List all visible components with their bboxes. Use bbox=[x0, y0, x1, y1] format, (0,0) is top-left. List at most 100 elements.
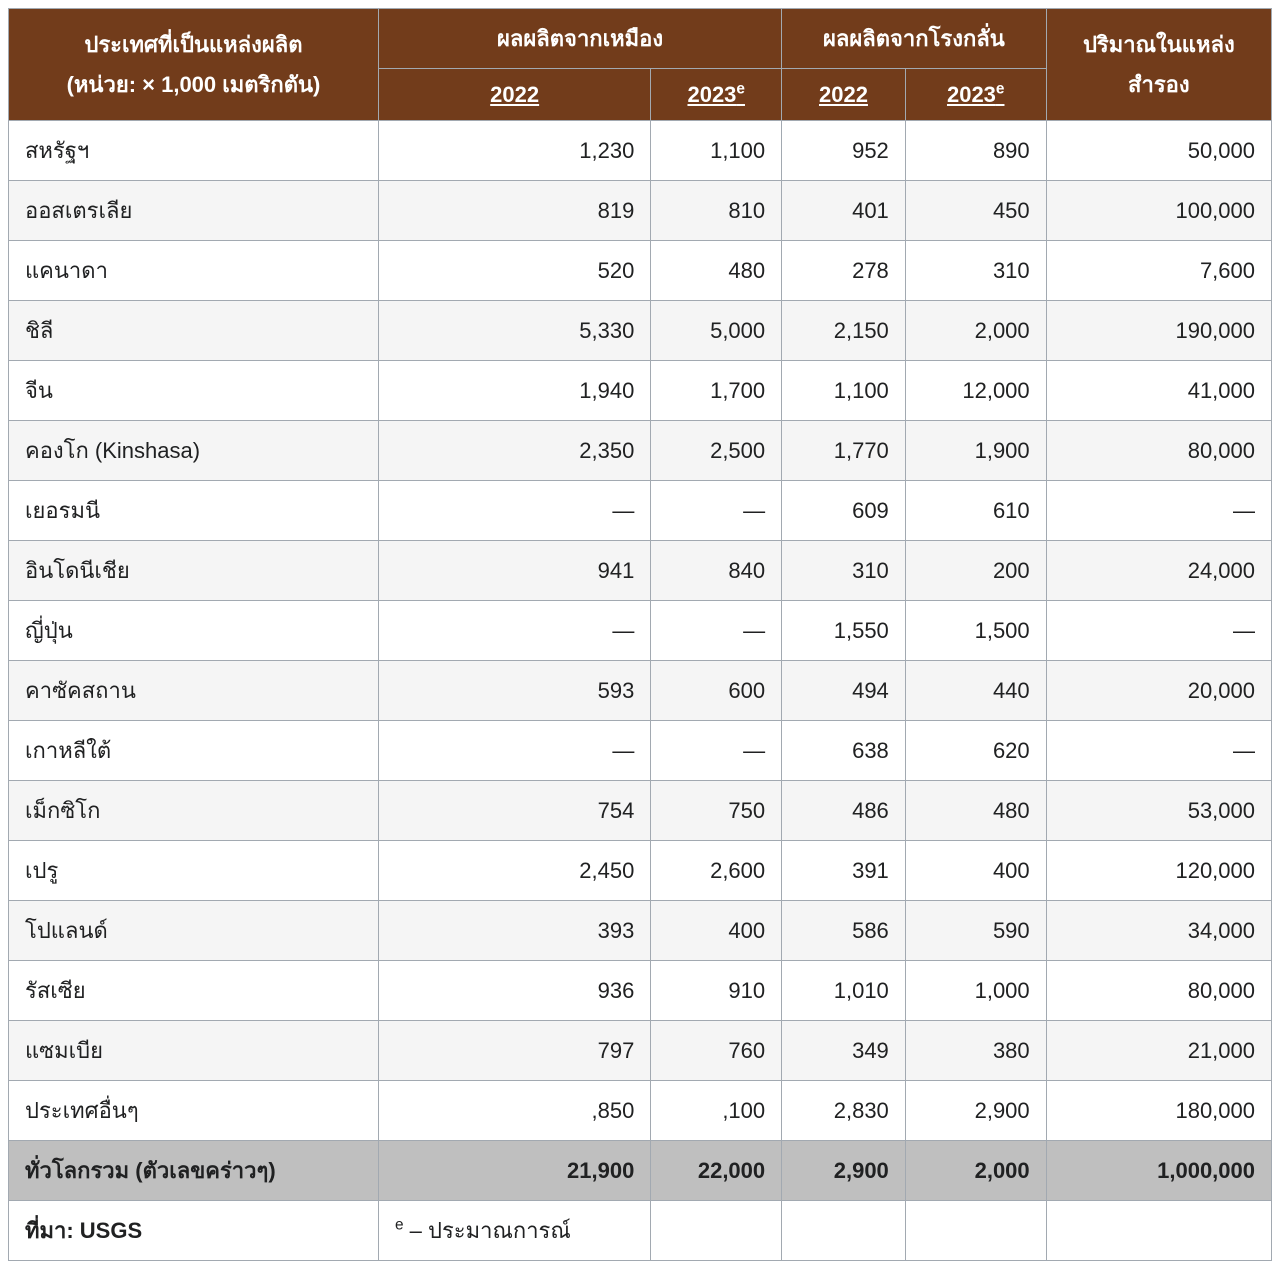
header-reserves-line2: สำรอง bbox=[1128, 72, 1190, 97]
table-row: จีน1,9401,7001,10012,00041,000 bbox=[9, 361, 1272, 421]
header-reserves-line1: ปริมาณในแหล่ง bbox=[1083, 32, 1235, 57]
cell-mine2023: 750 bbox=[651, 781, 782, 841]
cell-ref2023: 400 bbox=[905, 841, 1046, 901]
cell-country: โปแลนด์ bbox=[9, 901, 379, 961]
cell-mine2023: 2,500 bbox=[651, 421, 782, 481]
cell-mine2022: 1,230 bbox=[378, 121, 650, 181]
cell-mine2023: 480 bbox=[651, 241, 782, 301]
cell-mine2022: 2,450 bbox=[378, 841, 650, 901]
cell-country: ญี่ปุ่น bbox=[9, 601, 379, 661]
table-row-source: ที่มา: USGSe – ประมาณการณ์ bbox=[9, 1201, 1272, 1261]
cell-ref2022: 278 bbox=[782, 241, 906, 301]
cell-ref2023: 890 bbox=[905, 121, 1046, 181]
cell-mine2022: 936 bbox=[378, 961, 650, 1021]
cell-ref2022: 1,010 bbox=[782, 961, 906, 1021]
cell-reserves: 24,000 bbox=[1046, 541, 1271, 601]
cell-ref2023: 480 bbox=[905, 781, 1046, 841]
cell-ref2022: 586 bbox=[782, 901, 906, 961]
cell-mine2022: 520 bbox=[378, 241, 650, 301]
cell-ref2023: 2,000 bbox=[905, 301, 1046, 361]
cell-mine2023: 810 bbox=[651, 181, 782, 241]
cell-mine2023: 400 bbox=[651, 901, 782, 961]
cell-reserves: 41,000 bbox=[1046, 361, 1271, 421]
cell-ref2022: 609 bbox=[782, 481, 906, 541]
cell-mine2023: ,100 bbox=[651, 1081, 782, 1141]
cell-country: คาซัคสถาน bbox=[9, 661, 379, 721]
table-row: โปแลนด์39340058659034,000 bbox=[9, 901, 1272, 961]
header-refinery: ผลผลิตจากโรงกลั่น bbox=[782, 9, 1047, 69]
header-mine-2023e: 2023e bbox=[651, 69, 782, 121]
cell-mine2022: 5,330 bbox=[378, 301, 650, 361]
cell-mine2022: 1,940 bbox=[378, 361, 650, 421]
cell-source-label: ที่มา: USGS bbox=[9, 1201, 379, 1261]
cell-total-mine2022: 21,900 bbox=[378, 1141, 650, 1201]
header-mine: ผลผลิตจากเหมือง bbox=[378, 9, 781, 69]
cell-mine2023: — bbox=[651, 721, 782, 781]
cell-ref2023: 1,500 bbox=[905, 601, 1046, 661]
cell-country: แคนาดา bbox=[9, 241, 379, 301]
table-row: สหรัฐฯ1,2301,10095289050,000 bbox=[9, 121, 1272, 181]
cell-mine2023: 840 bbox=[651, 541, 782, 601]
cell-country: อินโดนีเชีย bbox=[9, 541, 379, 601]
table-row: เม็กซิโก75475048648053,000 bbox=[9, 781, 1272, 841]
header-ref-2023e: 2023e bbox=[905, 69, 1046, 121]
cell-mine2023: 2,600 bbox=[651, 841, 782, 901]
cell-country: สหรัฐฯ bbox=[9, 121, 379, 181]
header-ref-2022: 2022 bbox=[782, 69, 906, 121]
cell-reserves: — bbox=[1046, 601, 1271, 661]
cell-reserves: — bbox=[1046, 481, 1271, 541]
cell-country: เกาหลีใต้ bbox=[9, 721, 379, 781]
cell-mine2022: 797 bbox=[378, 1021, 650, 1081]
cell-mine2023: 5,000 bbox=[651, 301, 782, 361]
cell-empty bbox=[651, 1201, 782, 1261]
table-row: เปรู2,4502,600391400120,000 bbox=[9, 841, 1272, 901]
table-row: เกาหลีใต้——638620— bbox=[9, 721, 1272, 781]
cell-reserves: 53,000 bbox=[1046, 781, 1271, 841]
header-country-line2: (หน่วย: × 1,000 เมตริกตัน) bbox=[67, 72, 321, 97]
table-row: เยอรมนี——609610— bbox=[9, 481, 1272, 541]
table-header: ประเทศที่เป็นแหล่งผลิต (หน่วย: × 1,000 เ… bbox=[9, 9, 1272, 121]
cell-ref2022: 952 bbox=[782, 121, 906, 181]
cell-reserves: 20,000 bbox=[1046, 661, 1271, 721]
cell-reserves: 50,000 bbox=[1046, 121, 1271, 181]
header-reserves: ปริมาณในแหล่ง สำรอง bbox=[1046, 9, 1271, 121]
cell-reserves: — bbox=[1046, 721, 1271, 781]
cell-mine2022: 593 bbox=[378, 661, 650, 721]
cell-ref2022: 486 bbox=[782, 781, 906, 841]
cell-reserves: 80,000 bbox=[1046, 421, 1271, 481]
cell-ref2023: 590 bbox=[905, 901, 1046, 961]
cell-ref2023: 1,000 bbox=[905, 961, 1046, 1021]
table-row: คาซัคสถาน59360049444020,000 bbox=[9, 661, 1272, 721]
cell-ref2023: 380 bbox=[905, 1021, 1046, 1081]
cell-country: เยอรมนี bbox=[9, 481, 379, 541]
cell-total-label: ทั่วโลกรวม (ตัวเลขคร่าวๆ) bbox=[9, 1141, 379, 1201]
production-table: ประเทศที่เป็นแหล่งผลิต (หน่วย: × 1,000 เ… bbox=[8, 8, 1272, 1261]
cell-mine2022: 819 bbox=[378, 181, 650, 241]
cell-ref2023: 2,900 bbox=[905, 1081, 1046, 1141]
cell-mine2022: — bbox=[378, 481, 650, 541]
cell-mine2023: 910 bbox=[651, 961, 782, 1021]
cell-reserves: 21,000 bbox=[1046, 1021, 1271, 1081]
cell-mine2023: 760 bbox=[651, 1021, 782, 1081]
cell-ref2022: 2,830 bbox=[782, 1081, 906, 1141]
cell-mine2022: 2,350 bbox=[378, 421, 650, 481]
table-row-total: ทั่วโลกรวม (ตัวเลขคร่าวๆ)21,90022,0002,9… bbox=[9, 1141, 1272, 1201]
cell-country: เปรู bbox=[9, 841, 379, 901]
cell-reserves: 80,000 bbox=[1046, 961, 1271, 1021]
table-row: ชิลี5,3305,0002,1502,000190,000 bbox=[9, 301, 1272, 361]
cell-ref2022: 2,150 bbox=[782, 301, 906, 361]
cell-ref2022: 310 bbox=[782, 541, 906, 601]
table-row: อินโดนีเชีย94184031020024,000 bbox=[9, 541, 1272, 601]
cell-mine2022: — bbox=[378, 721, 650, 781]
cell-mine2022: ,850 bbox=[378, 1081, 650, 1141]
cell-empty bbox=[905, 1201, 1046, 1261]
cell-country: คองโก (Kinshasa) bbox=[9, 421, 379, 481]
cell-reserves: 7,600 bbox=[1046, 241, 1271, 301]
cell-ref2023: 310 bbox=[905, 241, 1046, 301]
cell-ref2023: 450 bbox=[905, 181, 1046, 241]
cell-source-note: e – ประมาณการณ์ bbox=[378, 1201, 650, 1261]
cell-mine2022: 754 bbox=[378, 781, 650, 841]
cell-ref2022: 1,550 bbox=[782, 601, 906, 661]
cell-mine2023: 1,700 bbox=[651, 361, 782, 421]
cell-total-mine2023: 22,000 bbox=[651, 1141, 782, 1201]
